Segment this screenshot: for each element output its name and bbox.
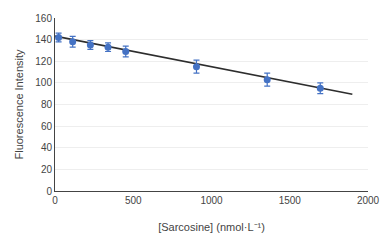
svg-text:80: 80 — [41, 99, 53, 110]
svg-text:Fluorescence Intensity: Fluorescence Intensity — [13, 49, 25, 160]
svg-text:500: 500 — [125, 195, 142, 206]
svg-text:40: 40 — [41, 142, 53, 153]
svg-text:1000: 1000 — [200, 195, 223, 206]
svg-text:0: 0 — [52, 195, 58, 206]
svg-text:2000: 2000 — [357, 195, 380, 206]
svg-text:100: 100 — [35, 77, 52, 88]
svg-text:20: 20 — [41, 164, 53, 175]
svg-text:120: 120 — [35, 56, 52, 67]
svg-text:[Sarcosine] (nmol·L⁻¹): [Sarcosine] (nmol·L⁻¹) — [158, 221, 265, 233]
svg-text:160: 160 — [35, 13, 52, 24]
svg-text:140: 140 — [35, 34, 52, 45]
svg-text:0: 0 — [46, 186, 52, 197]
svg-text:60: 60 — [41, 121, 53, 132]
svg-text:1500: 1500 — [279, 195, 302, 206]
